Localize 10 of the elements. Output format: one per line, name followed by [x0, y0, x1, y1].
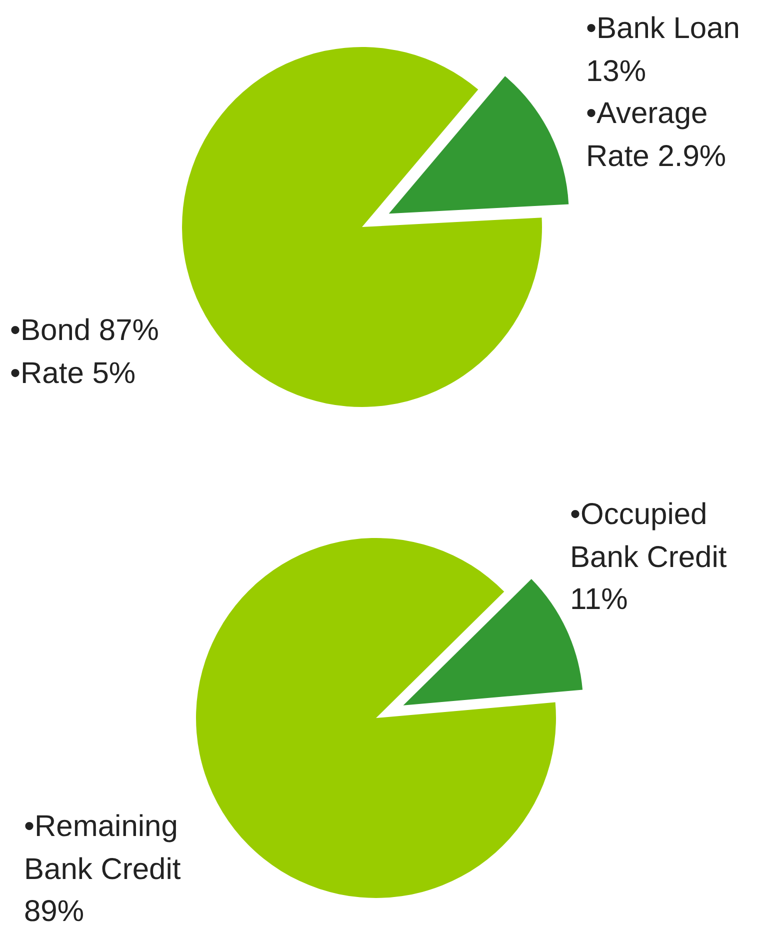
slice-label: •Occupied Bank Credit [570, 498, 727, 574]
text: •Rate 5% [10, 356, 137, 392]
data-label: 89% [24, 895, 84, 928]
slice-label: •Bank Loan [586, 12, 740, 45]
data-label: 13% [586, 54, 646, 88]
data-label: 11% [570, 583, 628, 616]
text: •Average Rate 2.9% [586, 96, 728, 175]
slice-label: •Bond [10, 314, 91, 347]
slice-label: •Remaining Bank Credit [24, 810, 181, 886]
data-label: 87% [98, 314, 159, 347]
